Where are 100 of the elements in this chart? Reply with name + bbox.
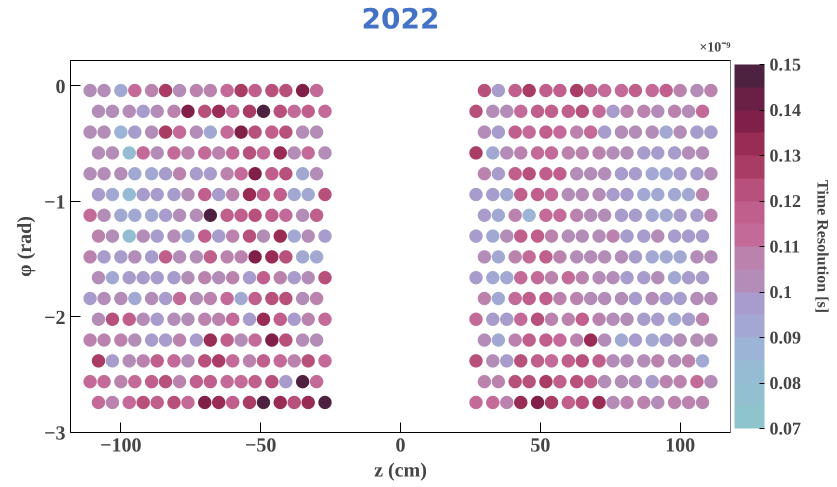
- point: [620, 146, 634, 160]
- point: [478, 125, 492, 139]
- point: [287, 312, 301, 326]
- point: [248, 166, 262, 180]
- point: [539, 374, 553, 388]
- point: [696, 270, 710, 284]
- point: [598, 250, 612, 264]
- point: [97, 374, 111, 388]
- point: [150, 146, 164, 160]
- point: [181, 354, 195, 368]
- point: [114, 125, 128, 139]
- point: [704, 292, 718, 306]
- point: [645, 292, 659, 306]
- point: [242, 396, 256, 410]
- point: [198, 396, 212, 410]
- point: [469, 104, 483, 118]
- point: [167, 396, 181, 410]
- point: [248, 208, 262, 222]
- point: [469, 354, 483, 368]
- point: [279, 84, 293, 98]
- point: [212, 188, 226, 202]
- point: [279, 125, 293, 139]
- point: [620, 188, 634, 202]
- point: [234, 333, 248, 347]
- point: [167, 188, 181, 202]
- point: [296, 333, 310, 347]
- point: [651, 229, 665, 243]
- point: [172, 250, 186, 264]
- point: [136, 396, 150, 410]
- point: [256, 104, 270, 118]
- color-bar-label: 0.08: [770, 373, 801, 393]
- point: [106, 104, 120, 118]
- point: [128, 374, 142, 388]
- point: [522, 374, 536, 388]
- point: [92, 354, 106, 368]
- point: [265, 292, 279, 306]
- point: [265, 374, 279, 388]
- text: ×10⁻⁹: [699, 40, 731, 56]
- point: [287, 396, 301, 410]
- point: [128, 333, 142, 347]
- point: [570, 250, 584, 264]
- point: [212, 354, 226, 368]
- point: [508, 374, 522, 388]
- point: [628, 84, 642, 98]
- point: [500, 229, 514, 243]
- point: [301, 396, 315, 410]
- y-tick-label: 0: [56, 76, 66, 98]
- point: [614, 125, 628, 139]
- color-bar-label: 0.11: [770, 236, 800, 256]
- point: [673, 333, 687, 347]
- point: [287, 146, 301, 160]
- point: [690, 374, 704, 388]
- color-bar-label: 0.1: [770, 282, 792, 302]
- point: [553, 84, 567, 98]
- point: [204, 333, 218, 347]
- x-tick-label: 0: [396, 434, 406, 456]
- point: [522, 166, 536, 180]
- point: [500, 312, 514, 326]
- color-bar-title: Time Resolution [s]: [814, 180, 830, 314]
- point: [637, 396, 651, 410]
- point: [114, 208, 128, 222]
- point: [150, 270, 164, 284]
- point: [248, 84, 262, 98]
- y-tick-label: −1: [44, 191, 66, 214]
- point: [486, 354, 500, 368]
- point: [212, 104, 226, 118]
- point: [122, 146, 136, 160]
- point: [234, 374, 248, 388]
- point: [97, 125, 111, 139]
- point: [704, 333, 718, 347]
- point: [296, 374, 310, 388]
- point: [584, 333, 598, 347]
- point: [301, 229, 315, 243]
- point: [136, 270, 150, 284]
- point: [530, 396, 544, 410]
- point: [122, 354, 136, 368]
- point: [220, 374, 234, 388]
- point: [318, 188, 332, 202]
- point: [696, 146, 710, 160]
- point: [92, 188, 106, 202]
- point: [318, 270, 332, 284]
- point: [668, 354, 682, 368]
- point: [234, 125, 248, 139]
- point: [584, 250, 598, 264]
- point: [83, 125, 97, 139]
- point: [469, 188, 483, 202]
- point: [248, 250, 262, 264]
- point: [256, 229, 270, 243]
- point: [296, 84, 310, 98]
- point: [606, 354, 620, 368]
- point: [673, 125, 687, 139]
- point: [576, 354, 590, 368]
- point: [122, 104, 136, 118]
- point: [651, 312, 665, 326]
- point: [242, 188, 256, 202]
- point: [136, 188, 150, 202]
- point: [106, 312, 120, 326]
- point: [190, 292, 204, 306]
- point: [584, 292, 598, 306]
- point: [598, 333, 612, 347]
